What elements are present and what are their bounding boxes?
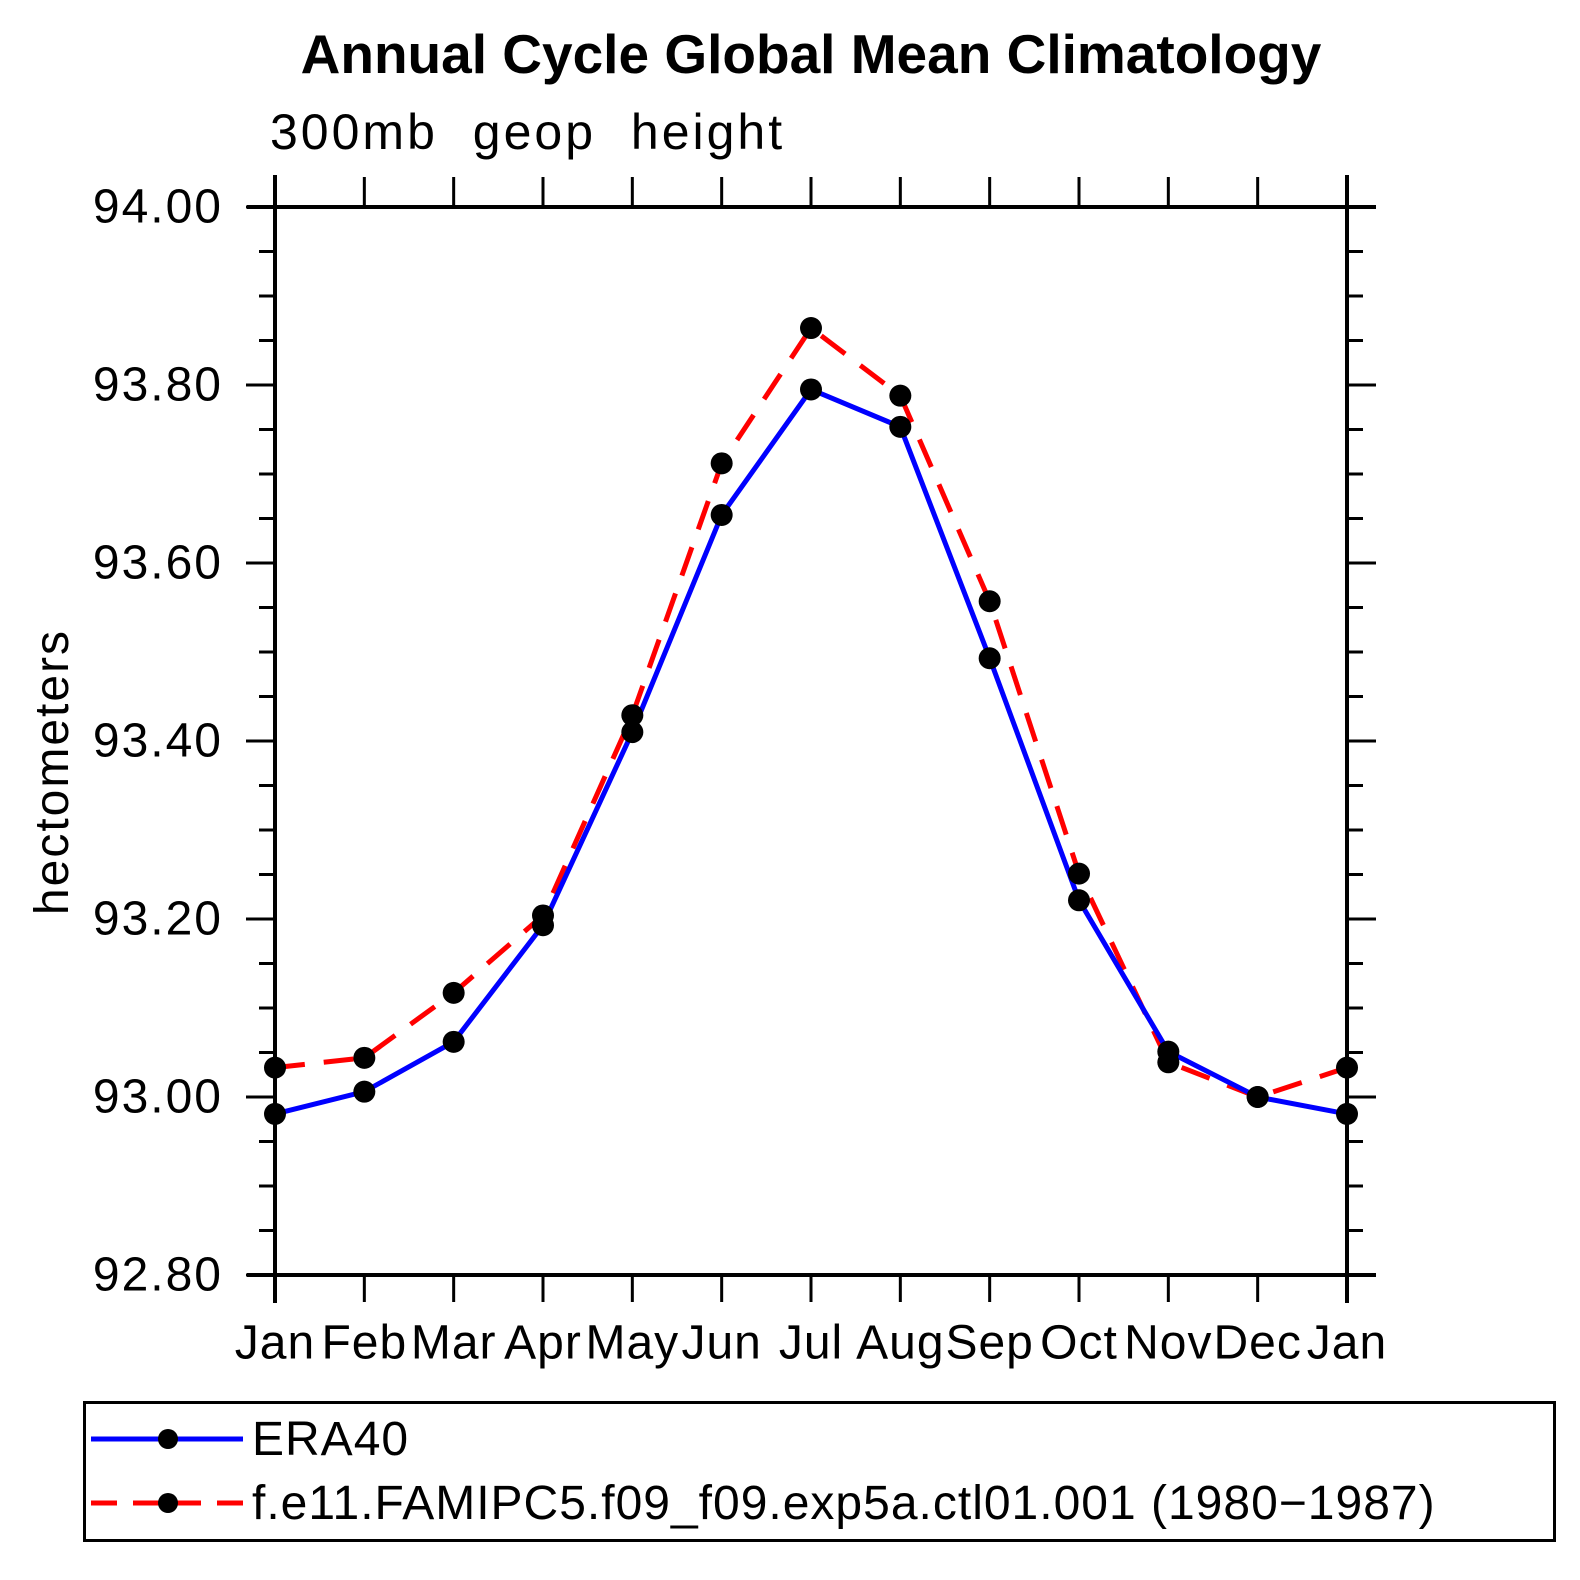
data-point-marker bbox=[800, 317, 822, 340]
data-point-marker bbox=[889, 415, 912, 438]
data-point-marker bbox=[1336, 1102, 1358, 1125]
data-point-marker bbox=[264, 1102, 286, 1125]
y-tick-label: 93.80 bbox=[93, 359, 223, 412]
x-tick-label: Sep bbox=[945, 1317, 1033, 1370]
x-tick-label: Jan bbox=[1307, 1317, 1387, 1370]
legend-marker-dot bbox=[158, 1429, 178, 1449]
legend-key-line-era40 bbox=[91, 1429, 243, 1449]
data-point-marker bbox=[532, 904, 554, 927]
x-tick-label: Apr bbox=[504, 1317, 582, 1370]
y-tick-label: 94.00 bbox=[93, 181, 223, 234]
legend-label-era40: ERA40 bbox=[252, 1412, 410, 1466]
x-tick-label: Feb bbox=[321, 1317, 407, 1370]
legend-row-model: f.e11.FAMIPC5.f09_f09.exp5a.ctl01.001 (1… bbox=[91, 1477, 1436, 1530]
x-tick-label: Aug bbox=[856, 1317, 944, 1370]
data-point-marker bbox=[889, 384, 912, 407]
data-point-marker bbox=[353, 1080, 376, 1103]
data-point-marker bbox=[978, 647, 1001, 670]
series-line-model bbox=[274, 324, 1348, 1100]
data-point-marker bbox=[621, 721, 644, 744]
data-point-marker bbox=[710, 452, 733, 475]
x-tick-label: Jul bbox=[779, 1317, 843, 1370]
x-tick-label: May bbox=[585, 1317, 679, 1370]
data-point-marker bbox=[800, 378, 822, 401]
chart-subtitle: 300mb geop height bbox=[270, 104, 786, 160]
x-tick-label: Mar bbox=[411, 1317, 497, 1370]
legend: ERA40 f.e11.FAMIPC5.f09_f09.exp5a.ctl01.… bbox=[83, 1401, 1556, 1542]
legend-key-line-model bbox=[91, 1493, 243, 1513]
data-point-marker bbox=[1246, 1086, 1269, 1108]
data-point-marker bbox=[1157, 1051, 1180, 1074]
data-point-marker bbox=[710, 503, 733, 526]
y-tick-label: 93.60 bbox=[93, 537, 223, 590]
data-point-marker bbox=[1336, 1056, 1358, 1079]
x-tick-label: Oct bbox=[1040, 1317, 1118, 1370]
data-point-marker bbox=[1068, 862, 1090, 885]
series-line-era40 bbox=[274, 386, 1348, 1117]
y-tick-label: 93.20 bbox=[93, 893, 223, 946]
data-point-marker bbox=[264, 1056, 286, 1079]
x-tick-label: Jan bbox=[235, 1317, 315, 1370]
chart-title: Annual Cycle Global Mean Climatology bbox=[300, 23, 1322, 85]
x-tick-label: Jun bbox=[681, 1317, 761, 1370]
data-point-marker bbox=[442, 1030, 465, 1053]
legend-label-model: f.e11.FAMIPC5.f09_f09.exp5a.ctl01.001 (1… bbox=[252, 1476, 1436, 1530]
x-tick-label: Dec bbox=[1213, 1317, 1301, 1370]
x-tick-label: Nov bbox=[1124, 1317, 1212, 1370]
legend-row-era40: ERA40 bbox=[91, 1413, 409, 1466]
data-point-marker bbox=[442, 981, 465, 1004]
data-point-marker bbox=[621, 704, 644, 727]
data-point-marker bbox=[1068, 889, 1090, 912]
legend-marker-dot bbox=[158, 1493, 178, 1513]
y-tick-label: 93.00 bbox=[93, 1071, 223, 1124]
data-point-marker bbox=[978, 590, 1001, 613]
data-point-marker bbox=[353, 1046, 376, 1069]
y-tick-label: 93.40 bbox=[93, 715, 223, 768]
y-tick-label: 92.80 bbox=[93, 1249, 223, 1302]
